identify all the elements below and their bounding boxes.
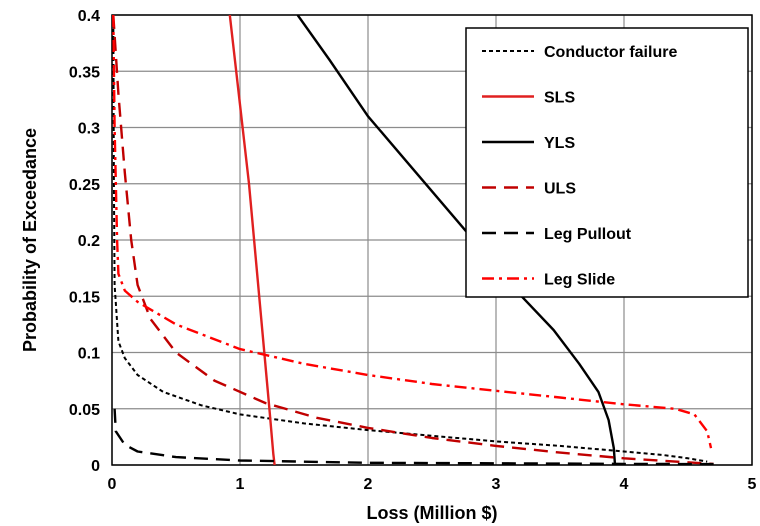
y-tick-label: 0.05 [69, 402, 100, 419]
legend-label: Conductor failure [544, 44, 677, 61]
y-axis-label: Probability of Exceedance [20, 128, 40, 352]
x-tick-label: 1 [236, 476, 245, 493]
y-tick-label: 0.35 [69, 64, 100, 81]
legend-label: SLS [544, 90, 575, 107]
x-axis-label: Loss (Million $) [366, 503, 497, 523]
legend-box [465, 27, 749, 298]
y-tick-label: 0.1 [78, 346, 100, 363]
y-tick-label: 0.25 [69, 177, 100, 194]
y-tick-label: 0.4 [78, 8, 100, 25]
legend-label: Leg Slide [544, 272, 615, 289]
series-line-leg-pullout [113, 408, 714, 465]
y-tick-label: 0.2 [78, 233, 100, 250]
x-tick-label: 2 [364, 476, 373, 493]
series-line-conductor-failure [112, 15, 708, 463]
series-line-sls [228, 15, 276, 465]
y-tick-label: 0 [91, 458, 100, 475]
series-line-uls [112, 15, 714, 465]
x-tick-label: 0 [108, 476, 117, 493]
legend-label: ULS [544, 181, 576, 198]
y-tick-label: 0.15 [69, 289, 100, 306]
series-lines [112, 15, 714, 465]
x-tick-label: 5 [748, 476, 757, 493]
legend: Conductor failure SLS YLS ULS Leg Pullout Leg… [465, 27, 749, 298]
tick-labels: 0 1 2 3 4 5 0 0.05 0.1 0.15 0.2 0.25 0.3 0.35 0.4 [69, 8, 757, 493]
legend-label: YLS [544, 135, 575, 152]
x-tick-label: 4 [620, 476, 629, 493]
x-tick-label: 3 [492, 476, 501, 493]
legend-label: Leg Pullout [544, 226, 632, 243]
series-line-leg-slide [112, 15, 713, 449]
y-tick-label: 0.3 [78, 121, 100, 138]
plot-area [111, 14, 753, 466]
